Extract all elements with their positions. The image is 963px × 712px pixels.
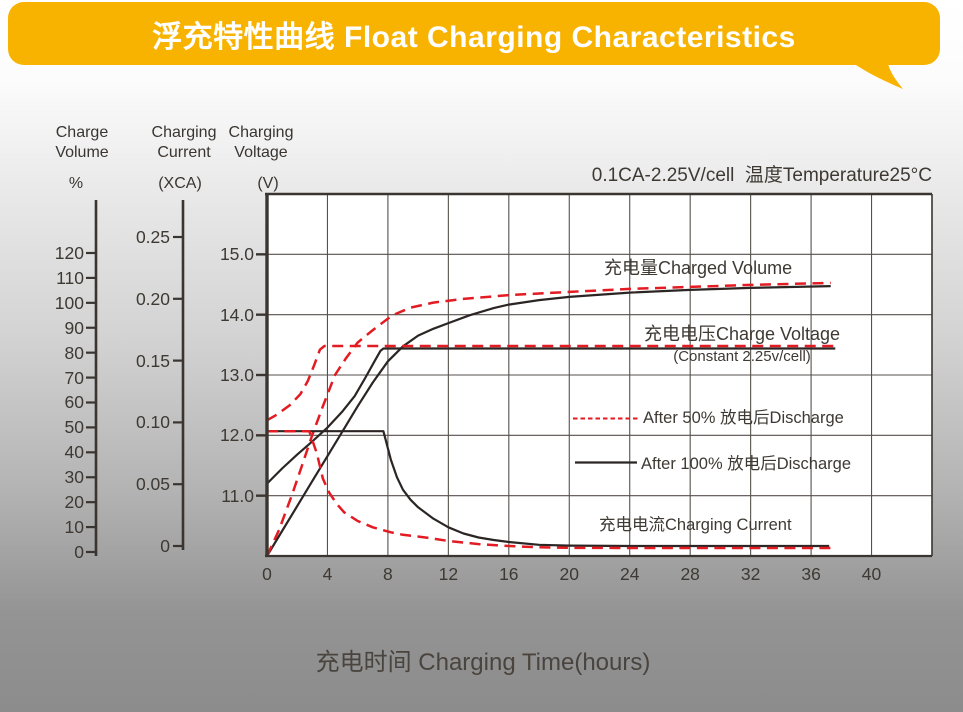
tick-label: 0 [160,536,170,556]
x-axis-title: 充电时间 Charging Time(hours) [315,649,651,676]
tick-label: 11.0 [221,485,254,506]
tick-label: 0 [262,564,272,584]
voltage-axis-unit: (V) [257,175,279,192]
tick-label: 16 [499,564,519,584]
series-charging-current-after-50-discharge [267,429,831,550]
legend-label-after-100-discharge: After 100% 放电后Discharge [641,455,851,473]
tick-label: 32 [740,564,761,584]
tick-label: 120 [54,242,84,263]
tick-label: 0 [74,542,84,562]
tick-label: 8 [383,564,393,584]
charge-voltage-label-line1: 充电电压Charge Voltage [643,324,841,344]
volume-axis-title: Charge Volume [55,124,109,161]
banner-tail-decoration [853,63,903,89]
series-charging-current-after-100-discharge [267,430,830,548]
tick-label: 70 [64,367,84,388]
tick-label: 0.05 [135,474,170,495]
series-charged-volume-after-100-discharge [266,285,831,557]
tick-label: 4 [322,564,333,584]
charged-volume-label: 充电量Charged Volume [604,258,793,278]
tick-label: 24 [619,564,640,584]
tick-label: 15.0 [219,244,254,265]
volume-axis-unit: % [68,175,84,192]
series-charged-volume-after-50-discharge [265,281,831,557]
tick-label: 12 [438,564,459,584]
current-axis-unit: (XCA) [158,175,202,192]
title-banner: 浮充特性曲线 Float Charging Characteristics [8,2,940,65]
series-charge-voltage-after-50-discharge [266,344,836,422]
series-charge-voltage-after-100-discharge [266,347,836,485]
tick-label: 110 [56,267,84,288]
tick-label: 13.0 [219,365,254,385]
tick-label: 0.15 [135,350,170,371]
page-title: 浮充特性曲线 Float Charging Characteristics [152,20,796,54]
tick-label: 80 [64,342,84,363]
tick-label: 14.0 [219,304,254,325]
tick-label: 50 [64,417,84,438]
test-condition-label: 0.1CA-2.25V/cell 温度Temperature25°C [591,165,932,186]
tick-label: 10 [64,517,84,538]
tick-label: 20 [559,564,579,584]
tick-label: 30 [64,467,84,488]
tick-label: 0.10 [135,412,170,433]
tick-label: 0.20 [135,288,170,309]
tick-label: 0.25 [135,227,170,247]
tick-label: 36 [801,564,821,584]
legend-label-after-50-discharge: After 50% 放电后Discharge [643,409,844,427]
current-axis-title: Charging Current [151,124,217,161]
tick-label: 100 [54,292,84,313]
tick-label: 40 [64,442,84,463]
tick-label: 12.0 [219,425,254,446]
tick-label: 60 [64,392,84,413]
tick-label: 28 [680,564,700,584]
voltage-axis-title: Charging Voltage [228,124,294,161]
charge-voltage-label-line2: (Constant 2.25v/cell) [673,348,811,365]
tick-label: 90 [64,317,84,338]
charge-voltage-label: 充电电压Charge Voltage (Constant 2.25v/cell) [632,320,852,365]
charging-current-label: 充电电流Charging Current [599,516,792,534]
tick-label: 20 [64,492,84,513]
tick-label: 40 [861,564,882,584]
